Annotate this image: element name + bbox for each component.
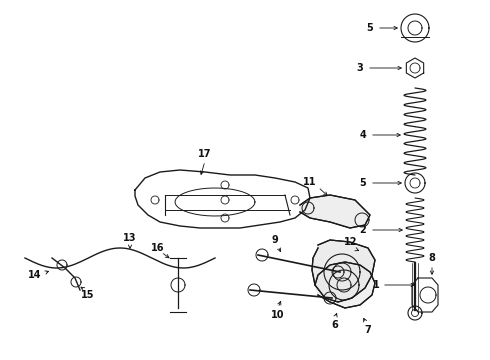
Polygon shape — [300, 195, 370, 228]
Polygon shape — [315, 262, 375, 308]
Text: 6: 6 — [332, 320, 339, 330]
Polygon shape — [312, 240, 375, 302]
Text: 3: 3 — [357, 63, 364, 73]
Text: 9: 9 — [271, 235, 278, 245]
Text: 10: 10 — [271, 310, 285, 320]
Text: 2: 2 — [360, 225, 367, 235]
Text: 13: 13 — [123, 233, 137, 243]
Text: 1: 1 — [372, 280, 379, 290]
Text: 7: 7 — [365, 325, 371, 335]
Text: 8: 8 — [429, 253, 436, 263]
Text: 17: 17 — [198, 149, 212, 159]
Text: 16: 16 — [151, 243, 165, 253]
Text: 15: 15 — [81, 290, 95, 300]
Text: 5: 5 — [360, 178, 367, 188]
Text: 11: 11 — [303, 177, 317, 187]
Text: 14: 14 — [28, 270, 42, 280]
Text: 12: 12 — [344, 237, 358, 247]
Text: 5: 5 — [367, 23, 373, 33]
Text: 4: 4 — [360, 130, 367, 140]
